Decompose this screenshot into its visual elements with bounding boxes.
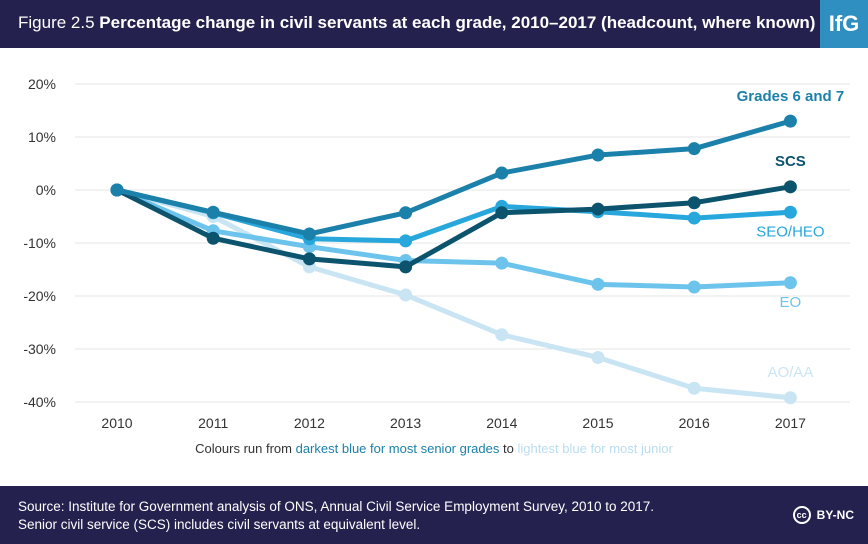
- colour-note: Colours run from darkest blue for most s…: [0, 441, 868, 456]
- source-line: Source: Institute for Government analysi…: [18, 499, 655, 514]
- figure-label: Figure 2.5: [18, 13, 95, 32]
- y-tick-label: 0%: [36, 182, 56, 198]
- data-point: [399, 234, 413, 248]
- x-tick-label: 2017: [775, 415, 806, 431]
- data-point: [399, 260, 413, 274]
- data-point: [591, 148, 605, 162]
- data-point: [687, 196, 701, 210]
- data-point: [399, 206, 413, 220]
- figure-title: Figure 2.5 Percentage change in civil se…: [18, 13, 815, 33]
- data-point: [302, 252, 316, 266]
- y-axis-ticks: 20% 10% 0% -10% -20% -30% -40%: [23, 76, 56, 410]
- data-point: [110, 183, 124, 197]
- data-point: [783, 180, 797, 194]
- data-point: [399, 288, 413, 302]
- x-tick-label: 2013: [390, 415, 421, 431]
- y-tick-label: -40%: [23, 394, 56, 410]
- data-point: [591, 202, 605, 216]
- colour-note-prefix: Colours run from: [195, 441, 296, 456]
- chart-grid: [75, 83, 850, 403]
- data-point: [206, 231, 220, 245]
- data-point: [495, 206, 509, 220]
- x-tick-label: 2015: [582, 415, 613, 431]
- x-tick-label: 2012: [294, 415, 325, 431]
- data-point: [495, 256, 509, 270]
- series-line: [116, 187, 791, 401]
- license-badge[interactable]: cc BY-NC: [792, 506, 854, 524]
- data-point: [591, 277, 605, 291]
- data-point: [495, 166, 509, 180]
- data-point: [206, 205, 220, 219]
- data-point: [687, 280, 701, 294]
- x-tick-label: 2011: [198, 415, 228, 431]
- y-tick-label: 20%: [28, 76, 56, 92]
- y-tick-label: -30%: [23, 341, 56, 357]
- data-point: [783, 391, 797, 405]
- license-text: BY-NC: [816, 508, 854, 522]
- data-point: [783, 114, 797, 128]
- series-labels: AO/AA EO SEO/HEO SCS Grades 6 and 7: [737, 88, 845, 381]
- series-label: SCS: [775, 153, 806, 170]
- data-point: [687, 211, 701, 225]
- data-point: [687, 381, 701, 395]
- data-point: [495, 328, 509, 342]
- colour-note-dark: darkest blue for most senior grades: [295, 441, 500, 456]
- y-tick-label: -20%: [23, 288, 56, 304]
- data-point: [591, 350, 605, 364]
- y-tick-label: -10%: [23, 235, 56, 251]
- series-label: Grades 6 and 7: [737, 88, 845, 105]
- data-point: [783, 276, 797, 290]
- creative-commons-icon: cc: [792, 506, 811, 524]
- series-line: [116, 187, 791, 290]
- colour-note-light: lightest blue for most junior: [517, 441, 673, 456]
- figure-header: Figure 2.5 Percentage change in civil se…: [0, 0, 868, 48]
- x-tick-label: 2016: [679, 415, 710, 431]
- data-point: [783, 205, 797, 219]
- line-chart: 20%10%0%-10%-20%-30%-40% 2010 2011 2012 201…: [23, 76, 850, 431]
- series-label: AO/AA: [767, 364, 813, 381]
- data-point: [302, 227, 316, 241]
- series-label: EO: [780, 294, 802, 311]
- figure-footer: Source: Institute for Government analysi…: [0, 486, 868, 544]
- data-point: [687, 142, 701, 156]
- series-label: SEO/HEO: [756, 223, 824, 240]
- x-tick-label: 2014: [486, 415, 517, 431]
- scs-note-line: Senior civil service (SCS) includes civi…: [18, 517, 421, 532]
- chart-title: Percentage change in civil servants at e…: [99, 13, 816, 32]
- source-text: Source: Institute for Government analysi…: [18, 498, 758, 534]
- y-tick-label: 10%: [28, 129, 56, 145]
- colour-note-middle: to: [499, 441, 518, 456]
- series-line: [116, 118, 792, 237]
- series-line: [115, 184, 791, 270]
- x-tick-label: 2010: [101, 415, 132, 431]
- series-lines: [110, 114, 797, 405]
- ifg-logo: IfG: [820, 0, 868, 48]
- x-axis-ticks: 2010 2011 2012 2013 2014 2015 2016 2017: [101, 415, 806, 431]
